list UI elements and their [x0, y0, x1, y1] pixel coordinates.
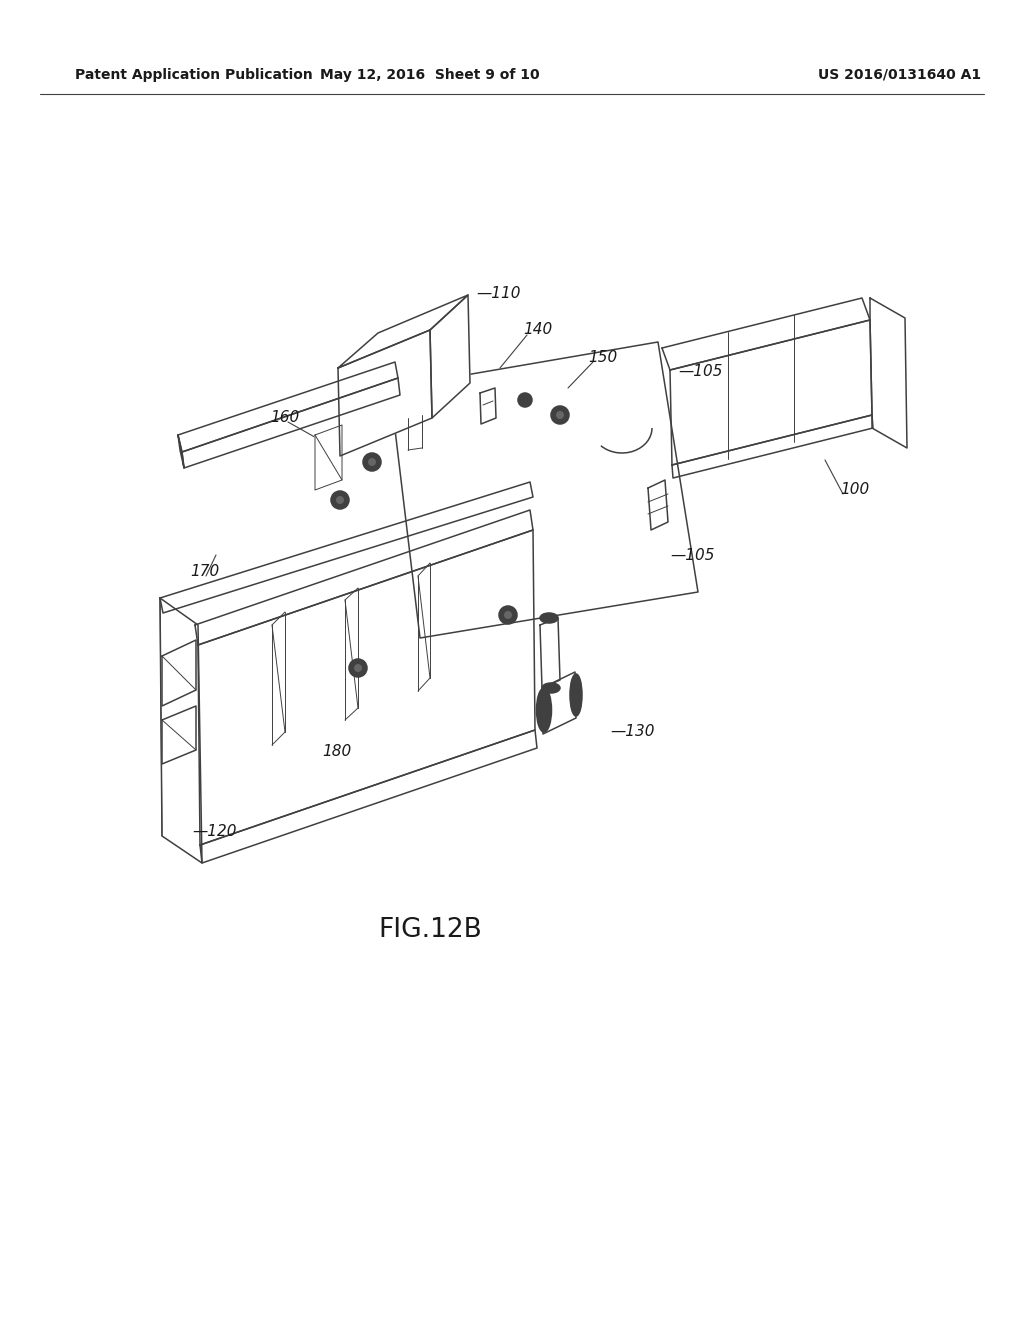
Ellipse shape	[540, 612, 558, 623]
Polygon shape	[315, 425, 342, 490]
Circle shape	[362, 453, 381, 471]
Circle shape	[336, 496, 344, 504]
Polygon shape	[430, 294, 470, 418]
Circle shape	[331, 491, 349, 510]
Text: —105: —105	[670, 548, 715, 562]
Polygon shape	[178, 436, 184, 469]
Text: US 2016/0131640 A1: US 2016/0131640 A1	[818, 69, 982, 82]
Text: 100: 100	[840, 483, 869, 498]
Polygon shape	[870, 298, 907, 447]
Text: —105: —105	[678, 364, 723, 380]
Polygon shape	[160, 482, 534, 612]
Polygon shape	[540, 618, 560, 688]
Text: 140: 140	[523, 322, 552, 338]
Circle shape	[504, 611, 512, 619]
Polygon shape	[390, 342, 698, 638]
Polygon shape	[160, 598, 202, 863]
Circle shape	[556, 411, 564, 418]
Text: May 12, 2016  Sheet 9 of 10: May 12, 2016 Sheet 9 of 10	[321, 69, 540, 82]
Text: 150: 150	[588, 351, 617, 366]
Polygon shape	[162, 640, 196, 706]
Polygon shape	[542, 672, 575, 734]
Polygon shape	[480, 388, 496, 424]
Polygon shape	[198, 531, 535, 845]
Polygon shape	[338, 294, 468, 368]
Circle shape	[499, 606, 517, 624]
Polygon shape	[195, 510, 534, 645]
Text: 170: 170	[190, 565, 219, 579]
Circle shape	[518, 393, 532, 407]
Text: —110: —110	[476, 285, 520, 301]
Polygon shape	[648, 480, 668, 531]
Text: —120: —120	[193, 825, 237, 840]
Text: Patent Application Publication: Patent Application Publication	[75, 69, 312, 82]
Polygon shape	[162, 706, 196, 764]
Text: FIG.12B: FIG.12B	[378, 917, 482, 942]
Text: —130: —130	[610, 725, 654, 739]
Circle shape	[349, 659, 367, 677]
Polygon shape	[200, 730, 537, 863]
Ellipse shape	[570, 675, 582, 715]
Text: 160: 160	[270, 411, 299, 425]
Polygon shape	[182, 378, 400, 469]
Circle shape	[368, 458, 376, 466]
Polygon shape	[662, 298, 870, 370]
Polygon shape	[672, 414, 873, 478]
Circle shape	[354, 664, 362, 672]
Text: 180: 180	[322, 744, 351, 759]
Polygon shape	[670, 319, 872, 465]
Ellipse shape	[542, 682, 560, 693]
Polygon shape	[338, 330, 432, 455]
Polygon shape	[178, 362, 398, 451]
Circle shape	[551, 407, 569, 424]
Ellipse shape	[537, 688, 552, 733]
